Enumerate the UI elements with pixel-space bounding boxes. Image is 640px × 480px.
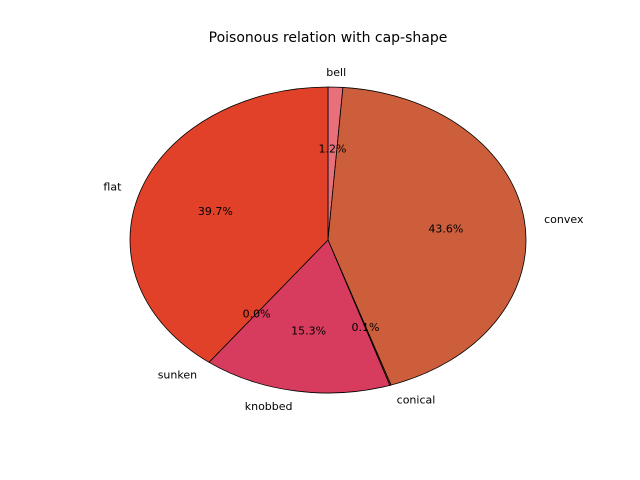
slice-label-flat: flat: [103, 181, 122, 194]
pie-slice-knobbed: [208, 239, 391, 394]
pie-slices: [129, 86, 527, 394]
slice-label-sunken: sunken: [158, 369, 197, 382]
pie-labels: bell 1.2% convex 43.6% conical 0.1% knobbed 15.…: [103, 66, 584, 413]
slice-label-convex: convex: [544, 213, 584, 226]
slice-percent-sunken: 0.0%: [243, 307, 271, 320]
slice-label-conical: conical: [397, 394, 436, 407]
slice-percent-knobbed: 15.3%: [291, 325, 326, 338]
slice-percent-convex: 43.6%: [428, 223, 463, 236]
slice-percent-bell: 1.2%: [319, 142, 347, 155]
slice-label-bell: bell: [326, 66, 346, 79]
slice-percent-flat: 39.7%: [198, 205, 233, 218]
slice-label-knobbed: knobbed: [245, 400, 293, 413]
slice-percent-conical: 0.1%: [351, 321, 379, 334]
pie-slice-convex: [327, 87, 527, 386]
pie-slice-flat: [129, 86, 329, 363]
chart-title: Poisonous relation with cap-shape: [209, 30, 448, 46]
